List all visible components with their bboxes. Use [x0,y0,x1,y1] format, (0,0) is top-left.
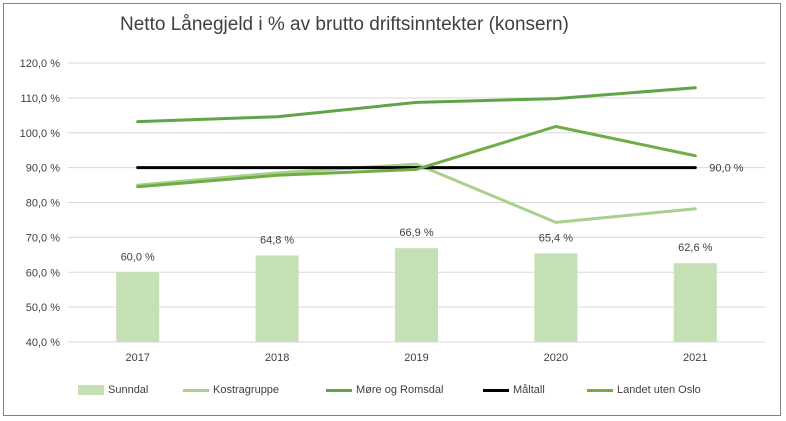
bar [395,248,438,342]
bar-data-label: 66,9 % [399,227,433,239]
y-tick-label: 80,0 % [26,198,60,210]
bar [673,263,717,342]
x-tick-label: 2021 [683,352,707,364]
y-tick-label: 110,0 % [20,93,60,105]
y-tick-label: 90,0 % [26,163,60,175]
y-tick-label: 120,0 % [20,58,61,70]
chart-frame [3,3,781,416]
series-line-landet-uten-oslo [136,124,697,189]
x-tick-label: 2020 [544,352,568,364]
series-line-m-re-og-romsdal [136,86,697,124]
legend-item: Måltall [483,384,545,396]
legend-swatch [483,388,509,392]
bar-data-label: 64,8 % [260,235,294,247]
x-tick-label: 2019 [404,352,428,364]
legend-item: Landet uten Oslo [587,384,701,396]
legend-swatch [587,388,613,392]
x-tick-label: 2017 [125,352,149,364]
bar-data-label: 62,6 % [678,242,712,254]
legend-item: Kostragruppe [183,384,279,396]
chart-legend: Sunndal Kostragruppe Møre og Romsdal Måltal… [0,384,786,404]
legend-swatch [78,385,104,395]
chart-title: Netto Lånegjeld i % av brutto driftsinnt… [120,14,569,35]
legend-label: Landet uten Oslo [617,384,701,396]
legend-item: Møre og Romsdal [326,384,443,396]
bar-data-label: 65,4 % [539,232,573,244]
legend-label: Møre og Romsdal [356,384,444,396]
y-tick-label: 50,0 % [26,302,60,314]
legend-label: Måltall [513,384,545,396]
bar [116,272,160,342]
bar [255,255,299,342]
x-tick-label: 2018 [265,352,289,364]
legend-swatch [326,388,352,392]
bar [534,253,578,342]
line-end-label: 90,0 % [709,163,743,175]
y-tick-label: 40,0 % [26,337,60,349]
legend-label: Kostragruppe [213,384,280,396]
legend-label: Sunndal [108,384,149,396]
bar-data-label: 60,0 % [121,251,155,263]
series-line-kostragruppe [136,162,697,224]
y-tick-label: 60,0 % [26,267,60,279]
legend-swatch [183,388,209,392]
legend-item: Sunndal [78,384,148,396]
y-tick-label: 70,0 % [26,232,60,244]
y-tick-label: 100,0 % [20,128,61,140]
